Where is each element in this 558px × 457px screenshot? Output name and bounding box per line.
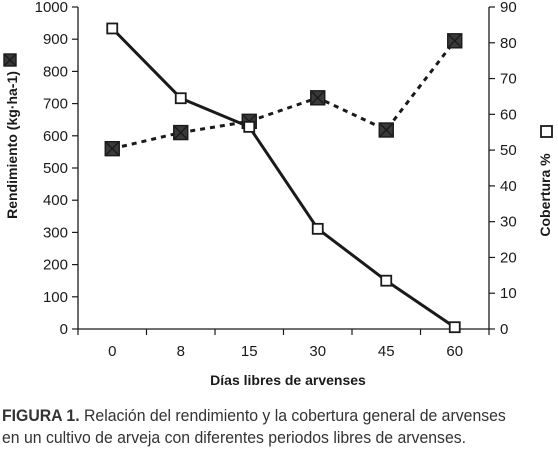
left-axis-title: Rendimiento (kg·ha-1): [4, 71, 20, 219]
yield-series: [104, 33, 463, 157]
coverage-point-marker: [243, 120, 256, 133]
coverage-line: [111, 27, 456, 329]
coverage-series: [106, 22, 461, 334]
left-tick-label: 100: [43, 289, 68, 306]
right-tick-label: 0: [500, 321, 508, 338]
left-tick-label: 400: [43, 192, 68, 209]
caption-label: FIGURA 1.: [2, 406, 80, 425]
coverage-point-marker: [174, 92, 187, 105]
right-tick-label: 70: [500, 71, 517, 88]
right-tick-label: 80: [500, 35, 517, 52]
left-tick-label: 800: [43, 63, 68, 80]
right-tick-label: 30: [500, 214, 517, 231]
right-axis-title: Cobertura %: [537, 153, 553, 237]
yield-line: [111, 39, 456, 151]
yield-point-cross: [448, 34, 462, 48]
coverage-point-marker: [311, 222, 324, 235]
yield-point-cross: [174, 126, 188, 140]
axes: 0100200300400500600700800900100001020304…: [35, 0, 517, 360]
caption-line-1: FIGURA 1. Relación del rendimiento y la …: [2, 405, 519, 427]
right-tick-label: 90: [500, 0, 517, 16]
right-tick-label: 10: [500, 285, 517, 302]
coverage-point-marker: [106, 22, 119, 35]
yield-point-cross: [311, 91, 325, 105]
x-tick-label: 0: [108, 343, 116, 360]
left-tick-label: 0: [60, 321, 68, 338]
right-legend-marker-icon: [540, 125, 553, 138]
right-tick-label: 60: [500, 106, 517, 123]
coverage-point-marker: [380, 274, 393, 287]
caption-text-1: Relación del rendimiento y la cobertura …: [79, 406, 506, 425]
x-tick-label: 8: [177, 343, 185, 360]
x-tick-label: 15: [241, 343, 258, 360]
x-tick-label: 30: [309, 343, 326, 360]
left-legend-cross-icon: [4, 54, 16, 66]
right-tick-label: 50: [500, 142, 517, 159]
right-tick-label: 20: [500, 249, 517, 266]
left-tick-label: 700: [43, 96, 68, 113]
x-tick-label: 60: [446, 343, 463, 360]
left-tick-label: 500: [43, 160, 68, 177]
left-tick-label: 1000: [35, 0, 68, 16]
caption-line-2: en un cultivo de arveja con diferentes p…: [2, 428, 467, 447]
right-tick-label: 40: [500, 178, 517, 195]
figure-caption: FIGURA 1. Relación del rendimiento y la …: [2, 405, 519, 449]
left-tick-label: 900: [43, 31, 68, 48]
yield-point-cross: [379, 123, 393, 137]
left-tick-label: 600: [43, 128, 68, 145]
left-tick-label: 200: [43, 257, 68, 274]
x-tick-label: 45: [378, 343, 395, 360]
yield-point-cross: [105, 142, 119, 156]
coverage-point-marker: [448, 321, 461, 334]
left-tick-label: 300: [43, 224, 68, 241]
x-axis-title: Días libres de arvenses: [210, 372, 366, 388]
chart: 0100200300400500600700800900100001020304…: [3, 0, 553, 388]
series-group: [104, 22, 463, 334]
axis-labels: Rendimiento (kg·ha-1) Cobertura % Días l…: [3, 53, 553, 388]
